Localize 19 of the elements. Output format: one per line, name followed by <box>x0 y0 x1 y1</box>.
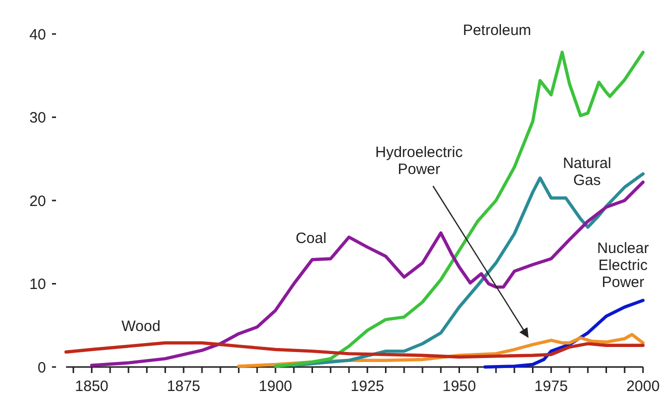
series-label: Coal <box>296 230 326 247</box>
series-label: Nuclear Electric Power <box>597 240 649 291</box>
y-tick-label: 40 <box>29 26 46 44</box>
y-tick-label: 10 <box>29 276 46 293</box>
x-tick-label: 1850 <box>75 378 108 395</box>
y-tick-label: 0 <box>38 359 46 376</box>
y-tick-label: 20 <box>29 192 46 210</box>
text: Petroleum <box>462 22 532 39</box>
x-tick-label: 1950 <box>442 378 476 395</box>
x-tick-label: 1975 <box>534 378 568 395</box>
x-tick-label: 1875 <box>166 378 200 395</box>
series-label: Wood <box>122 318 160 335</box>
text: Hydroelectric Power <box>375 144 464 178</box>
y-tick-label: 30 <box>29 110 46 126</box>
line-series <box>64 341 645 359</box>
x-tick-label: 1900 <box>258 378 292 395</box>
x-tick-label: 2000 <box>626 378 660 395</box>
series-label: Natural Gas <box>562 155 612 189</box>
x-tick-label: 1925 <box>350 378 384 395</box>
